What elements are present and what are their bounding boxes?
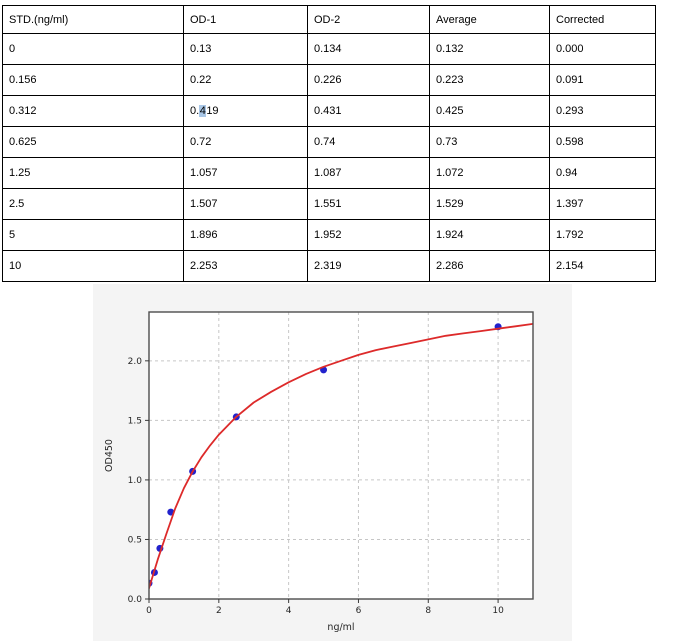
column-header[interactable]: OD-2 [307,5,430,34]
table-cell[interactable]: 2.286 [429,250,550,282]
column-header[interactable]: STD.(ng/ml) [2,5,184,34]
y-tick-label: 0.5 [128,535,142,545]
table-cell[interactable]: 0.000 [549,33,656,65]
y-tick-label: 1.0 [128,476,143,486]
table-cell[interactable]: 0.431 [307,95,430,127]
table-row: 0.625 0.72 0.74 0.73 0.598 [2,126,656,158]
standards-table-body: 0 0.13 0.134 0.132 0.000 0.156 0.22 0.226 0.223 0… [2,33,656,282]
table-cell[interactable]: 2.5 [2,188,184,220]
x-tick-label: 8 [425,606,431,616]
table-cell[interactable]: 0.598 [549,126,656,158]
table-cell[interactable]: 2.253 [183,250,308,282]
table-cell[interactable]: 0.72 [183,126,308,158]
table-cell[interactable]: 0.091 [549,64,656,96]
standard-curve-svg: 0 2 4 6 8 10 0.0 0.5 1.0 1.5 2.0 ng/ml OD450 [93,284,572,641]
table-cell[interactable]: 1.952 [307,219,430,251]
y-tick-label: 1.5 [128,416,142,426]
x-tick-label: 0 [146,606,152,616]
standard-curve-chart: 0 2 4 6 8 10 0.0 0.5 1.0 1.5 2.0 ng/ml OD450 [93,284,572,641]
table-row: 10 2.253 2.319 2.286 2.154 [2,250,656,282]
selected-text: 4 [199,105,207,117]
column-header[interactable]: Average [429,5,550,34]
plot-area [149,312,533,599]
x-tick-label: 4 [286,606,292,616]
table-cell[interactable]: 0.134 [307,33,430,65]
table-cell[interactable]: 0.22 [183,64,308,96]
x-tick-label: 2 [216,606,222,616]
x-tick-label: 10 [492,606,504,616]
table-cell[interactable]: 0.293 [549,95,656,127]
table-cell[interactable]: 1.551 [307,188,430,220]
table-cell[interactable]: 1.529 [429,188,550,220]
table-cell[interactable]: 2.319 [307,250,430,282]
y-axis-label: OD450 [104,439,115,472]
cell-text: 0. [190,105,200,117]
cell-text: 19 [206,105,219,117]
table-cell[interactable]: 0.94 [549,157,656,189]
table-cell[interactable]: 1.924 [429,219,550,251]
table-cell[interactable]: 0.13 [183,33,308,65]
fit-curve [149,323,533,590]
table-cell[interactable]: 0.74 [307,126,430,158]
table-row: 0.312 0.419 0.431 0.425 0.293 [2,95,656,127]
table-cell[interactable]: 2.154 [549,250,656,282]
table-cell[interactable]: 1.072 [429,157,550,189]
table-cell[interactable]: 1.397 [549,188,656,220]
plot-frame [148,311,534,600]
table-cell[interactable]: 0.419 [183,95,308,127]
table-cell[interactable]: 1.792 [549,219,656,251]
table-cell[interactable]: 1.25 [2,157,184,189]
table-cell[interactable]: 0 [2,33,184,65]
standards-table-header: STD.(ng/ml) OD-1 OD-2 Average Corrected [2,5,656,34]
table-cell[interactable]: 0.132 [429,33,550,65]
x-tick-label: 6 [356,606,362,616]
table-cell[interactable]: 0.625 [2,126,184,158]
table-cell[interactable]: 0.226 [307,64,430,96]
table-cell[interactable]: 5 [2,219,184,251]
table-cell[interactable]: 0.73 [429,126,550,158]
table-row: 0 0.13 0.134 0.132 0.000 [2,33,656,65]
y-tick-label: 2.0 [128,357,143,367]
plot-data-layer [149,323,533,590]
standards-table: STD.(ng/ml) OD-1 OD-2 Average Corrected 0 0.1… [2,5,656,282]
table-cell[interactable]: 1.087 [307,157,430,189]
table-cell[interactable]: 0.223 [429,64,550,96]
column-header[interactable]: OD-1 [183,5,308,34]
table-cell[interactable]: 0.312 [2,95,184,127]
table-cell[interactable]: 1.057 [183,157,308,189]
table-cell[interactable]: 0.156 [2,64,184,96]
table-header-row: STD.(ng/ml) OD-1 OD-2 Average Corrected [2,5,656,34]
x-axis-label: ng/ml [327,622,354,633]
y-tick-label: 0.0 [128,595,143,605]
table-row: 1.25 1.057 1.087 1.072 0.94 [2,157,656,189]
table-cell[interactable]: 10 [2,250,184,282]
table-row: 5 1.896 1.952 1.924 1.792 [2,219,656,251]
table-cell[interactable]: 1.507 [183,188,308,220]
column-header[interactable]: Corrected [549,5,656,34]
table-cell[interactable]: 1.896 [183,219,308,251]
table-row: 2.5 1.507 1.551 1.529 1.397 [2,188,656,220]
table-cell[interactable]: 0.425 [429,95,550,127]
table-row: 0.156 0.22 0.226 0.223 0.091 [2,64,656,96]
